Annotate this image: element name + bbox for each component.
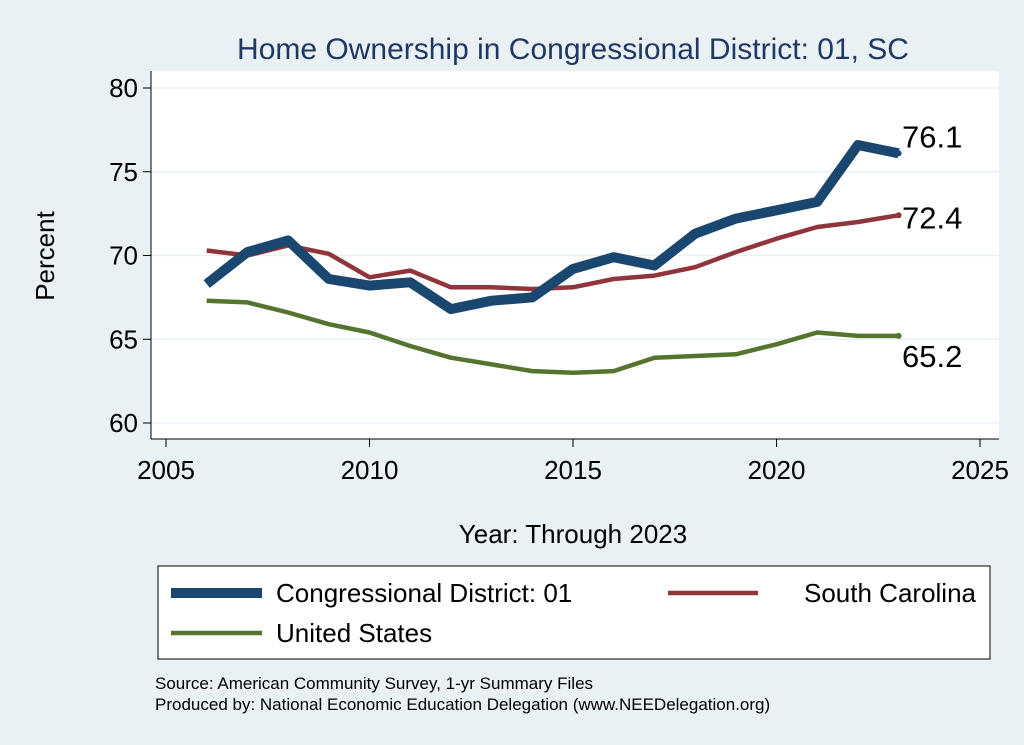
y-tick-label: 60 <box>109 408 138 438</box>
legend-label-2: United States <box>276 618 432 648</box>
end-label-2: 65.2 <box>902 339 962 374</box>
y-axis-title: Percent <box>30 210 60 300</box>
grid-lines <box>151 87 999 424</box>
x-tick-label: 2020 <box>748 455 806 485</box>
producer-note: Produced by: National Economic Education… <box>155 695 770 714</box>
legend-label-0: Congressional District: 01 <box>276 578 572 608</box>
chart-title: Home Ownership in Congressional District… <box>237 33 909 66</box>
legend-box <box>157 565 991 660</box>
series-end-marker-2 <box>895 332 902 339</box>
end-label-1: 72.4 <box>902 200 962 235</box>
series-end-marker-0 <box>895 150 902 157</box>
legend-label-1: South Carolina <box>804 578 977 608</box>
end-label-0: 76.1 <box>902 119 962 154</box>
x-tick-label: 2025 <box>951 455 1009 485</box>
x-tick-label: 2005 <box>137 455 195 485</box>
x-axis-title: Year: Through 2023 <box>459 519 687 549</box>
x-tick-label: 2010 <box>341 455 399 485</box>
y-tick-label: 65 <box>109 324 138 354</box>
y-tick-label: 75 <box>109 157 138 187</box>
y-tick-label: 70 <box>109 241 138 271</box>
series-lines <box>203 140 902 376</box>
end-labels: 76.1 72.4 65.2 <box>902 119 962 374</box>
source-note: Source: American Community Survey, 1-yr … <box>155 674 593 693</box>
series-line-0 <box>203 140 900 315</box>
axes: 60 65 70 75 80 2005 2010 2015 2020 2025 <box>109 71 1009 485</box>
legend: Congressional District: 01 South Carolina… <box>157 565 991 660</box>
y-tick-label: 80 <box>109 73 138 103</box>
series-line-2 <box>206 298 899 376</box>
x-tick-label: 2015 <box>544 455 602 485</box>
series-end-marker-1 <box>895 212 902 219</box>
